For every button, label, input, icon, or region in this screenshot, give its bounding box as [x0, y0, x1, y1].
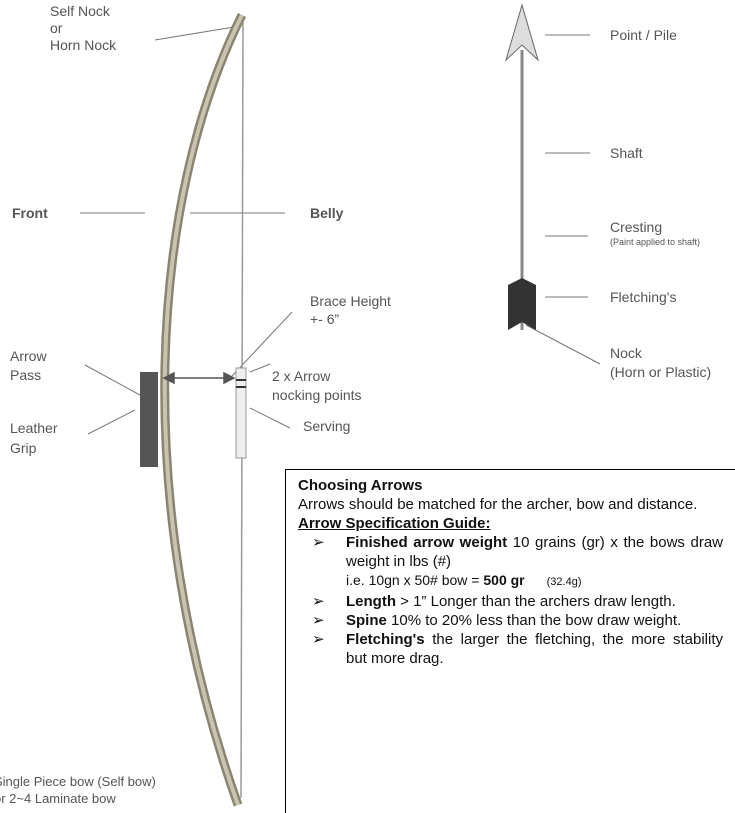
label: 2 x Arrow [272, 368, 330, 385]
label: Self Nock [50, 3, 110, 20]
label: Brace Height [310, 293, 391, 310]
bullet: ➢ [312, 611, 325, 630]
label: (Horn or Plastic) [610, 364, 711, 381]
caption: or 2~4 Laminate bow [0, 790, 116, 807]
item-term: Fletching's [346, 631, 425, 648]
label: Serving [303, 418, 350, 435]
label: nocking points [272, 387, 362, 404]
label: Arrow [10, 348, 47, 365]
guide-list: ➢Finished arrow weight 10 grains (gr) x … [298, 533, 723, 668]
guide-item: ➢Spine 10% to 20% less than the bow draw… [346, 611, 723, 630]
guide-item: ➢Fletching's the larger the fletching, t… [346, 630, 723, 668]
item-text: > 1” Longer than the archers draw length… [396, 593, 676, 610]
guide-heading: Arrow Specification Guide: [298, 514, 723, 533]
label: Shaft [610, 145, 643, 162]
label: +- 6” [310, 311, 339, 328]
item-term: Spine [346, 612, 387, 629]
bullet: ➢ [312, 630, 325, 649]
guide-item: ➢Length > 1” Longer than the archers dra… [346, 592, 723, 611]
guide-intro: Arrows should be matched for the archer,… [298, 495, 723, 514]
label: Horn Nock [50, 37, 116, 54]
example-note: (32.4g) [547, 576, 582, 588]
bullet: ➢ [312, 533, 325, 552]
bullet: ➢ [312, 592, 325, 611]
diagram: Self Nock or Horn Nock Front Belly Brace… [0, 0, 735, 813]
label: Nock [610, 345, 642, 362]
item-text: 10% to 20% less than the bow draw weight… [387, 612, 681, 629]
caption: Single Piece bow (Self bow) [0, 773, 156, 790]
label: Pass [10, 367, 41, 384]
label: Leather [10, 420, 57, 437]
label: Belly [310, 205, 343, 222]
guide-item: ➢Finished arrow weight 10 grains (gr) x … [346, 533, 723, 592]
guide-title: Choosing Arrows [298, 476, 723, 495]
item-term: Finished arrow weight [346, 534, 507, 551]
example-text: i.e. 10gn x 50# bow = [346, 572, 483, 588]
note: (Paint applied to shaft) [610, 237, 700, 248]
item-term: Length [346, 593, 396, 610]
example-result: 500 gr [483, 572, 524, 588]
label: Front [12, 205, 48, 222]
item-example: i.e. 10gn x 50# bow = 500 gr (32.4g) [346, 571, 723, 592]
guide-box: Choosing Arrows Arrows should be matched… [285, 469, 735, 813]
label: Fletching's [610, 289, 676, 306]
label: or [50, 20, 62, 37]
label: Grip [10, 440, 36, 457]
label: Point / Pile [610, 27, 677, 44]
label: Cresting [610, 219, 662, 236]
